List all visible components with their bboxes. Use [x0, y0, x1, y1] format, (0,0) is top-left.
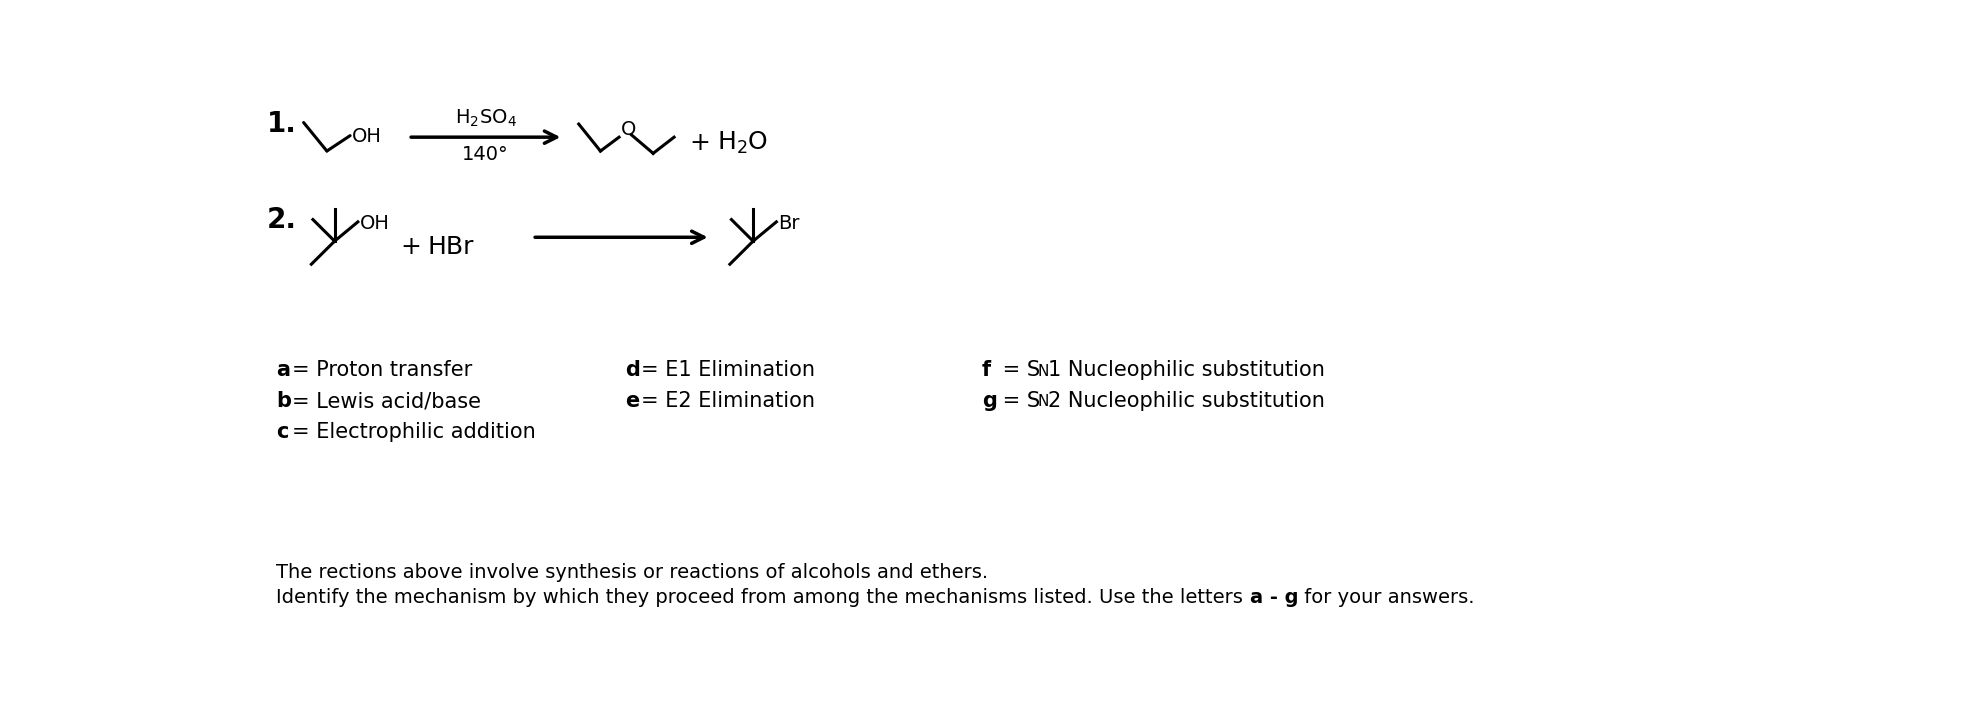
- Text: O: O: [621, 120, 636, 139]
- Text: 2 Nucleophilic substitution: 2 Nucleophilic substitution: [1049, 391, 1326, 411]
- Text: g: g: [982, 391, 996, 411]
- Text: H$_2$SO$_4$: H$_2$SO$_4$: [456, 108, 517, 129]
- Text: The rections above involve synthesis or reactions of alcohols and ethers.: The rections above involve synthesis or …: [277, 563, 988, 582]
- Text: = Lewis acid/base: = Lewis acid/base: [293, 391, 481, 411]
- Text: OH: OH: [352, 127, 381, 146]
- Text: f: f: [982, 361, 992, 380]
- Text: 2.: 2.: [267, 206, 297, 234]
- Text: = E1 Elimination: = E1 Elimination: [640, 361, 815, 380]
- Text: 140°: 140°: [462, 145, 509, 164]
- Text: OH: OH: [359, 214, 389, 233]
- Text: 1 Nucleophilic substitution: 1 Nucleophilic substitution: [1049, 361, 1326, 380]
- Text: d: d: [625, 361, 640, 380]
- Text: c: c: [277, 422, 289, 442]
- Text: a: a: [277, 361, 291, 380]
- Text: a - g: a - g: [1249, 587, 1298, 607]
- Text: 1.: 1.: [267, 110, 297, 138]
- Text: HBr: HBr: [428, 234, 473, 258]
- Text: N: N: [1037, 394, 1049, 409]
- Text: N: N: [1037, 364, 1049, 378]
- Text: Identify the mechanism by which they proceed from among the mechanisms listed. U: Identify the mechanism by which they pro…: [277, 587, 1249, 607]
- Text: H$_2$O: H$_2$O: [717, 130, 768, 156]
- Text: = S: = S: [996, 391, 1039, 411]
- Text: for your answers.: for your answers.: [1298, 587, 1475, 607]
- Text: = Electrophilic addition: = Electrophilic addition: [293, 422, 536, 442]
- Text: = S: = S: [996, 361, 1039, 380]
- Text: Br: Br: [778, 214, 799, 233]
- Text: b: b: [277, 391, 291, 411]
- Text: +: +: [401, 234, 422, 258]
- Text: +: +: [689, 131, 711, 155]
- Text: = Proton transfer: = Proton transfer: [293, 361, 471, 380]
- Text: e: e: [625, 391, 640, 411]
- Text: = E2 Elimination: = E2 Elimination: [640, 391, 815, 411]
